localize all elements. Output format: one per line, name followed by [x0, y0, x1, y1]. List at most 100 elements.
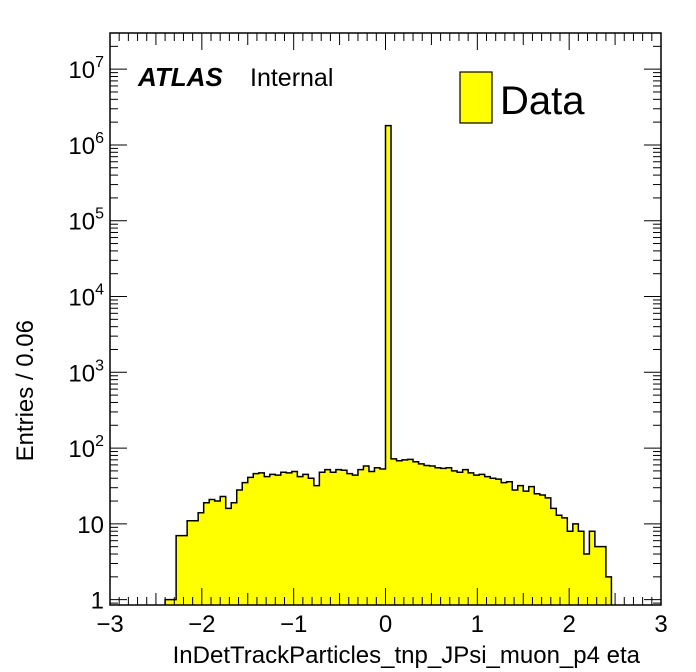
- histogram-bar: [490, 478, 497, 605]
- legend-label-data: Data: [500, 79, 585, 123]
- histogram-bar: [468, 472, 475, 605]
- histogram-bar: [446, 467, 453, 605]
- histogram-bar: [330, 472, 337, 605]
- histogram-bar: [435, 467, 441, 605]
- histogram-bar: [457, 472, 464, 605]
- histogram-bar: [374, 467, 381, 605]
- histogram-bar: [324, 469, 331, 605]
- y-tick-labels: 1 10 102 103 104 105 106 107: [68, 54, 104, 614]
- histogram-bar: [418, 463, 425, 605]
- histogram-bar: [264, 476, 271, 605]
- histogram-bar: [451, 470, 458, 605]
- histogram-bar: [236, 489, 243, 605]
- y-tick-label: 104: [68, 282, 104, 312]
- histogram-bar: [539, 495, 546, 605]
- histogram-bar: [396, 460, 403, 605]
- histogram-bar: [203, 502, 210, 605]
- y-tick-label: 1: [91, 588, 104, 615]
- y-tick-label: 10: [77, 512, 104, 539]
- histogram-bar: [501, 482, 508, 605]
- histogram-outline: [164, 124, 613, 605]
- histogram-bar: [550, 508, 557, 605]
- histogram-bar: [479, 474, 486, 605]
- y-tick-label: 102: [68, 433, 104, 463]
- histogram-bar: [605, 576, 612, 605]
- histogram-bar: [280, 472, 287, 605]
- histogram-bar: [231, 502, 238, 605]
- histogram-bar: [335, 469, 342, 605]
- histogram-bar: [275, 475, 282, 605]
- histogram-bar: [214, 501, 221, 605]
- x-tick-labels: −3 −2 −1 0 1 2 3: [96, 611, 667, 638]
- histogram-bar: [291, 471, 298, 605]
- histogram-bar: [534, 493, 541, 605]
- histogram-bar: [192, 520, 199, 605]
- histogram-bar: [583, 554, 590, 605]
- histogram-bar: [176, 535, 183, 605]
- histogram-bar: [424, 465, 430, 605]
- histogram-bar: [313, 485, 320, 605]
- histogram-bar: [269, 474, 276, 605]
- histogram-bar: [341, 470, 348, 605]
- histogram-bar: [391, 458, 397, 605]
- histogram-bar: [247, 477, 254, 605]
- plot-frame: [109, 32, 662, 606]
- x-tick-label: −2: [188, 611, 215, 638]
- histogram-bar: [258, 472, 265, 605]
- y-axis-label: Entries / 0.06: [12, 320, 39, 461]
- histogram-bar: [407, 459, 414, 605]
- histogram-bar: [352, 475, 359, 605]
- x-tick-label: 1: [471, 611, 484, 638]
- histogram-bar: [242, 482, 249, 605]
- histogram-bar: [517, 485, 524, 605]
- histogram-bar: [385, 125, 392, 605]
- x-axis-label: InDetTrackParticles_tnp_JPsi_muon_p4 eta: [173, 642, 641, 669]
- histogram-bar: [187, 520, 194, 605]
- histogram-bar: [594, 546, 601, 605]
- histogram-bar: [181, 535, 188, 605]
- histogram-bar: [578, 531, 585, 605]
- histogram-bar: [297, 476, 304, 605]
- histogram-bar: [402, 459, 408, 605]
- histogram-bar: [495, 479, 502, 605]
- histogram-bar: [572, 523, 579, 605]
- experiment-label: ATLAS: [137, 62, 223, 92]
- histogram-bar: [506, 481, 513, 605]
- histogram-bar: [413, 461, 419, 605]
- y-tick-label: 106: [68, 130, 104, 160]
- y-tick-label: 107: [68, 54, 104, 84]
- histogram-bar: [556, 515, 563, 605]
- histogram-bar: [561, 517, 568, 605]
- histogram-bar: [440, 468, 447, 605]
- histogram-bar: [198, 512, 205, 605]
- histogram-bar: [253, 473, 260, 605]
- histogram-bar: [302, 474, 309, 605]
- axis-ticks: [109, 32, 662, 605]
- histogram-bar: [165, 599, 172, 605]
- x-tick-label: 3: [654, 611, 667, 638]
- legend-swatch-data: [459, 71, 493, 124]
- histogram-bar: [600, 546, 607, 605]
- histogram-bar: [379, 468, 386, 605]
- histogram-bar: [346, 473, 353, 605]
- x-tick-label: −3: [96, 611, 123, 638]
- histogram-bar: [357, 469, 364, 605]
- histogram-bar: [308, 478, 315, 605]
- histogram-bar: [567, 531, 574, 605]
- histogram-bar: [545, 497, 552, 605]
- histogram-bar: [473, 475, 480, 605]
- histogram-bar: [286, 472, 293, 605]
- histogram-bar: [220, 496, 227, 605]
- histogram-bar: [225, 508, 232, 605]
- x-tick-label: 0: [379, 611, 392, 638]
- histogram-bar: [484, 476, 491, 605]
- histogram-bar: [170, 599, 177, 605]
- histogram-bar: [319, 472, 326, 605]
- x-tick-label: 2: [562, 611, 575, 638]
- histogram-bar: [589, 531, 596, 605]
- histogram-bar: [209, 499, 216, 605]
- histogram-bars: [165, 125, 612, 605]
- status-label: Internal: [250, 64, 333, 92]
- histogram-bar: [368, 471, 375, 605]
